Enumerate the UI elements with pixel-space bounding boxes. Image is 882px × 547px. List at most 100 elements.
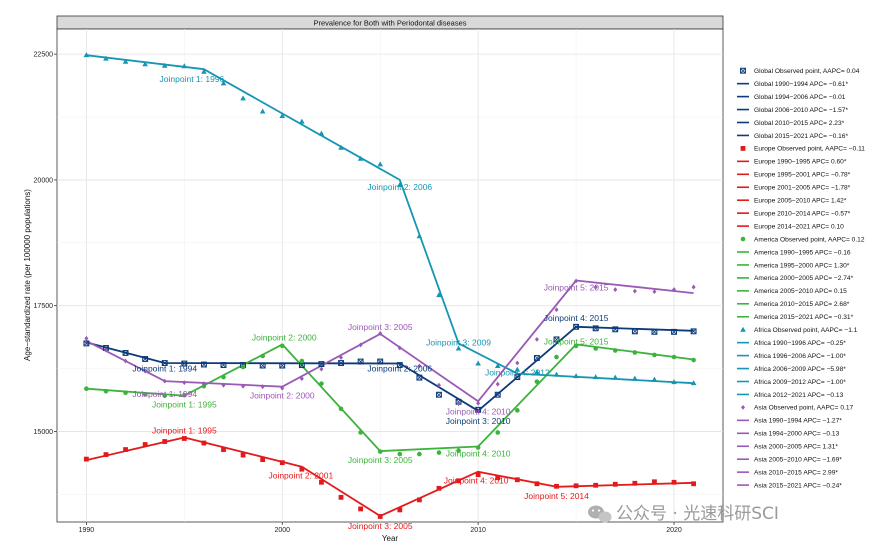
plot-panel xyxy=(56,28,724,523)
global-observed-point xyxy=(357,358,364,365)
africa-observed-point xyxy=(279,113,286,119)
global-observed-point-cross xyxy=(495,392,501,398)
america-observed-point xyxy=(201,383,207,389)
africa-observed-point xyxy=(553,371,560,377)
asia-joinpoint-label: Joinpoint 3: 2005 xyxy=(348,322,413,332)
global-observed-point xyxy=(612,326,619,333)
africa-observed-point xyxy=(220,80,227,86)
global-observed-point-box xyxy=(396,362,403,368)
america-legend-segment: America 2015−2021 APC= −0.31* xyxy=(754,314,854,321)
africa-observed-point xyxy=(240,95,246,101)
europe-joinpoint-label: Joinpoint 5: 2014 xyxy=(524,491,589,501)
africa-observed-point xyxy=(259,108,266,114)
global-observed-point-box xyxy=(671,328,677,335)
asia-observed-point xyxy=(339,355,344,360)
global-observed-point xyxy=(181,360,188,367)
europe-observed-point xyxy=(691,481,697,487)
america-observed-point xyxy=(103,388,109,394)
africa-observed-point xyxy=(494,363,501,369)
america-observed-point xyxy=(162,393,168,399)
global-observed-point xyxy=(514,374,521,381)
asia-observed-point xyxy=(358,342,363,348)
watermark-text: 公众号 · 光速科研SCI xyxy=(616,504,779,524)
america-legend-segment: America 2010−2015 APC= 2.68* xyxy=(754,301,850,308)
europe-observed-point xyxy=(475,472,481,478)
global-observed-point-box xyxy=(573,323,580,330)
global-observed-point-cross xyxy=(220,362,227,368)
asia-legend-segment: Asia 2005−2010 APC= −1.69* xyxy=(754,457,842,464)
europe-observed-point xyxy=(338,494,344,500)
wechat-icon xyxy=(588,505,612,523)
asia-observed-point xyxy=(319,366,324,372)
africa-observed-point xyxy=(142,61,148,67)
asia-legend-segment: Asia 1994−2000 APC= −0.13 xyxy=(754,431,840,438)
global-observed-point xyxy=(651,328,658,335)
asia-observed-point xyxy=(456,401,461,407)
global-observed-point-box xyxy=(475,406,482,413)
global-observed-point xyxy=(220,362,227,368)
global-observed-point-box xyxy=(259,362,266,369)
observed-points-layer xyxy=(83,52,697,519)
global-legend-observed: Global Observed point, AAPC= 0.04 xyxy=(754,68,860,75)
europe-legend-segment: Europe 2010−2014 APC= −0.57* xyxy=(754,210,851,217)
america-legend-segment: America 2005−2010 APC= 0.15 xyxy=(754,288,847,295)
global-legend-segment: Global 2010−2015 APC= 2.23* xyxy=(754,120,845,127)
america-observed-point xyxy=(182,392,187,398)
america-observed-point xyxy=(240,364,246,370)
africa-observed-point xyxy=(514,366,521,372)
global-observed-point xyxy=(671,328,677,335)
global-observed-point-cross xyxy=(612,326,618,333)
america-joinpoint-label: Joinpoint 2: 2000 xyxy=(252,332,317,342)
europe-observed-point xyxy=(162,439,168,444)
global-observed-point-cross xyxy=(162,360,168,366)
america-observed-point xyxy=(436,450,442,455)
asia-observed-point xyxy=(299,376,304,382)
europe-observed-point xyxy=(83,456,89,462)
global-observed-point-box xyxy=(181,360,188,367)
america-observed-point xyxy=(84,386,89,391)
asia-observed-point xyxy=(103,347,108,353)
america-observed-point xyxy=(691,357,696,363)
global-observed-point xyxy=(259,362,266,369)
africa-legend-marker xyxy=(740,326,746,332)
asia-observed-point xyxy=(221,382,226,388)
america-joinpoint-label: Joinpoint 4: 2010 xyxy=(446,449,511,459)
asia-observed-point xyxy=(613,287,618,292)
x-tick-label: 1990 xyxy=(79,527,95,534)
america-observed-point xyxy=(475,445,481,450)
europe-observed-point xyxy=(534,481,540,487)
global-observed-point-cross xyxy=(416,374,423,381)
europe-joinpoint-label: Joinpoint 4: 2010 xyxy=(444,476,509,486)
europe-joinpoint-label: Joinpoint 1: 1995 xyxy=(152,425,217,435)
global-observed-point-box xyxy=(279,362,286,369)
europe-observed-point xyxy=(632,480,638,486)
asia-observed-point xyxy=(495,381,500,387)
america-legend-segment: America 1995−2000 APC= 1.30* xyxy=(754,262,850,269)
x-axis-title: Year xyxy=(382,534,399,543)
asia-observed-point xyxy=(593,284,598,290)
europe-observed-point xyxy=(103,452,109,457)
global-observed-point-cross xyxy=(338,360,344,366)
europe-observed-point xyxy=(514,477,520,483)
global-observed-point-box xyxy=(553,336,560,343)
asia-observed-point xyxy=(436,382,441,388)
y-tick-label: 15000 xyxy=(34,429,54,436)
global-joinpoint-label: Joinpoint 3: 2010 xyxy=(446,416,511,426)
europe-observed-point xyxy=(554,483,559,489)
asia-legend-segment: Asia 2000−2005 APC= 1.31* xyxy=(754,444,838,451)
america-legend-marker xyxy=(740,236,746,242)
america-legend-observed: America Observed point, AAPC= 0.12 xyxy=(754,236,865,243)
global-observed-point-cross xyxy=(201,361,207,368)
america-observed-point xyxy=(377,449,383,454)
global-observed-point-cross xyxy=(377,358,383,365)
global-observed-point xyxy=(279,362,286,369)
africa-observed-point xyxy=(612,374,619,380)
america-observed-point xyxy=(221,374,226,380)
asia-observed-point xyxy=(201,381,206,387)
africa-joinpoint-label: Joinpoint 1: 1996 xyxy=(160,74,225,84)
europe-observed-point xyxy=(260,457,266,463)
america-legend-segment: America 1990−1995 APC= −0.16 xyxy=(754,249,851,256)
chart-title: Prevalence for Both with Periodontal dis… xyxy=(313,19,466,28)
africa-observed-point xyxy=(671,379,677,385)
